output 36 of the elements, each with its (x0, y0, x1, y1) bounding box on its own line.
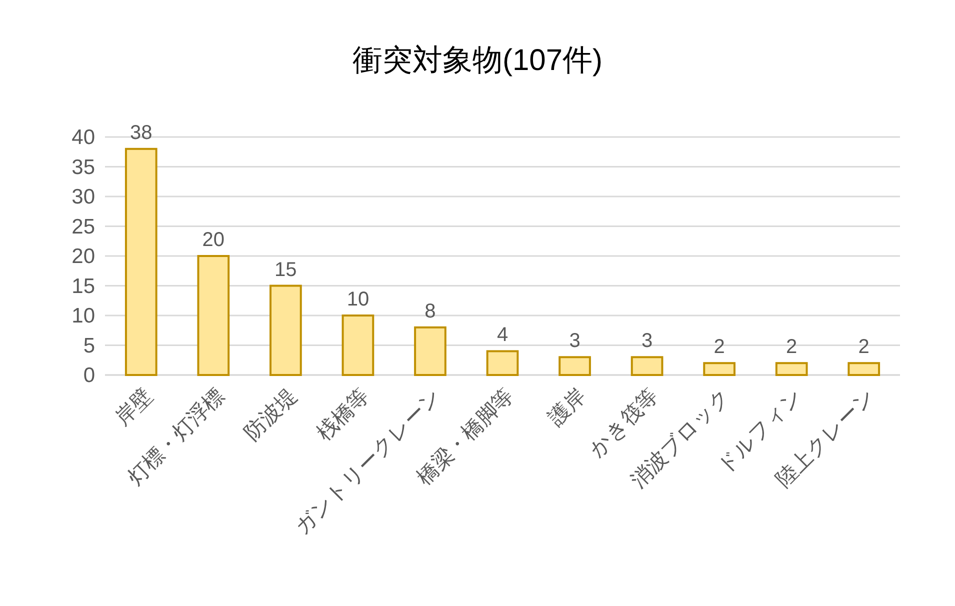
x-tick-label: 防波堤 (240, 384, 302, 446)
data-label: 10 (346, 288, 370, 310)
data-label: 4 (496, 324, 508, 346)
data-label: 2 (786, 336, 798, 358)
bar (848, 362, 880, 376)
data-label: 38 (130, 122, 152, 144)
y-tick-label: 10 (72, 304, 95, 328)
y-tick-label: 20 (72, 245, 95, 268)
y-tick-label: 35 (72, 156, 95, 179)
data-label: 15 (274, 258, 297, 281)
bar (558, 356, 591, 376)
bar (775, 362, 808, 376)
data-label: 3 (641, 330, 653, 352)
y-tick-label: 30 (72, 186, 95, 208)
bar (342, 314, 374, 376)
bar (630, 356, 664, 376)
data-label: 20 (202, 229, 225, 251)
data-label: 2 (858, 336, 870, 358)
x-tick-label: 護岸 (544, 384, 590, 430)
data-label: 8 (424, 300, 436, 322)
y-tick-label: 25 (72, 215, 95, 238)
x-tick-label: 桟橋等 (312, 384, 374, 446)
bar (703, 362, 736, 376)
bar (270, 284, 302, 376)
y-tick-label: 15 (72, 274, 95, 298)
chart-title: 衝突対象物(107件) (352, 44, 603, 77)
y-tick-label: 0 (83, 364, 95, 387)
y-tick-label: 5 (83, 334, 95, 358)
data-label: 3 (569, 330, 580, 352)
data-label: 2 (714, 336, 725, 358)
bar (414, 326, 446, 376)
bar (124, 148, 158, 376)
x-tick-label: 岸壁 (110, 384, 157, 430)
y-tick-label: 40 (72, 126, 95, 149)
bar (486, 350, 519, 376)
bar (197, 255, 230, 376)
